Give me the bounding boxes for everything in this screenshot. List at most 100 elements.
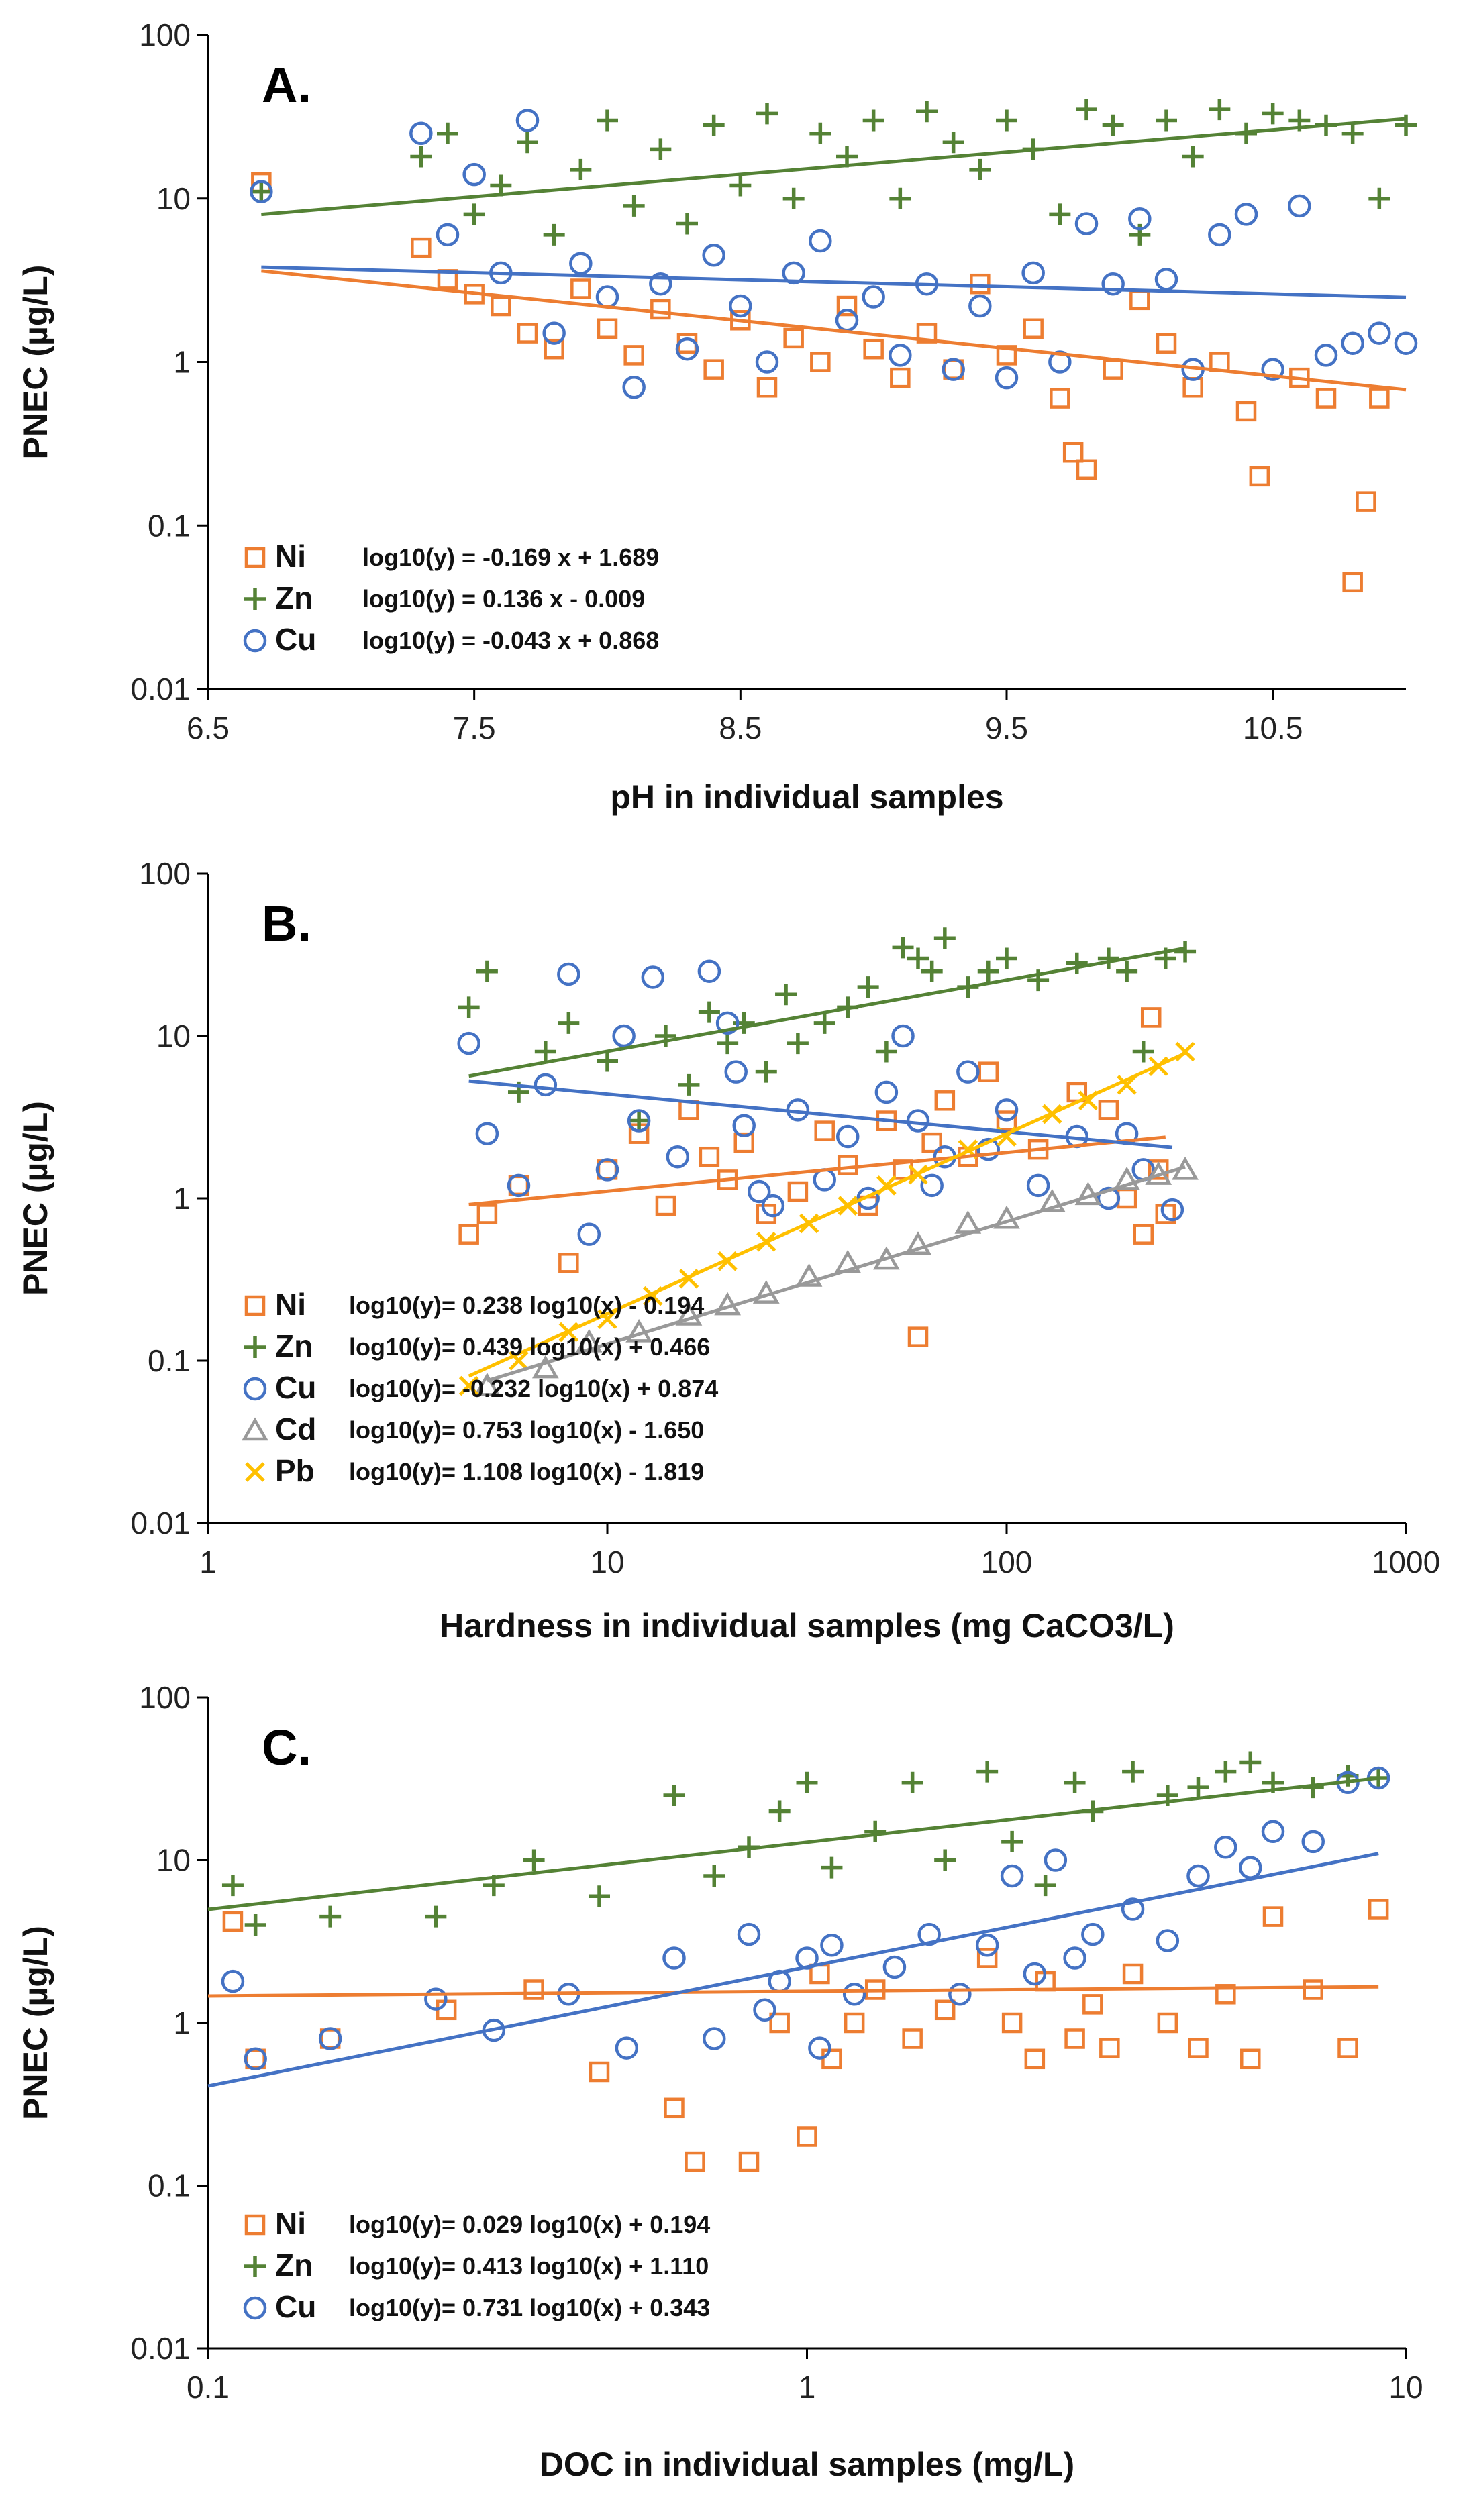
series-zn (250, 99, 1417, 246)
ni-point (1023, 318, 1044, 339)
zn-point (1215, 1761, 1237, 1783)
ni-point (996, 345, 1017, 366)
cu-point (1214, 1836, 1237, 1859)
cu-point (842, 1983, 866, 2006)
cu-point (662, 1946, 686, 1970)
zn-point (1187, 1777, 1209, 1799)
ni-point (1050, 388, 1070, 409)
ni-point (837, 1155, 858, 1175)
zn-point (996, 109, 1017, 132)
cu-point (221, 1969, 245, 1993)
cu-point (1044, 1848, 1068, 1872)
panel-2: 0.01 0.1 1 10 100 1 10 100 1000 Hardness in indiv… (17, 856, 1440, 1644)
cu-point (724, 1060, 748, 1084)
cu-point (1101, 272, 1125, 296)
zn-point (892, 937, 914, 959)
ni-point (517, 323, 538, 344)
cu-point (1074, 212, 1099, 235)
ni-point (1148, 1159, 1169, 1180)
cu-point (507, 1173, 531, 1198)
cu-point (856, 1186, 880, 1210)
cu-point (1186, 1864, 1210, 1888)
series-cu (221, 1766, 1390, 2071)
cu-point (1234, 203, 1258, 226)
cu-trendline (468, 1079, 1173, 1149)
ni-point (1368, 1899, 1389, 1920)
cu-point (697, 959, 721, 983)
ni-point (1140, 1007, 1162, 1028)
cu-point (703, 2027, 726, 2050)
zn-point (597, 1050, 618, 1072)
ni-point (1188, 2038, 1209, 2058)
pb-trendline (468, 1051, 1186, 1378)
zn-point (775, 984, 797, 1006)
cu-point (1261, 1820, 1285, 1844)
zn-point (889, 187, 911, 209)
ni-point (1262, 1906, 1284, 1927)
ni-point (1133, 1224, 1154, 1245)
legend-ni-marker (244, 547, 266, 568)
ni-point (458, 1224, 479, 1245)
cu-point (1394, 331, 1418, 355)
zn-point (678, 1073, 700, 1096)
cu-point (457, 1031, 480, 1055)
cu-point (1156, 1929, 1180, 1952)
legend-pb-equation: log10(y)= 1.108 log10(x) - 1.819 (349, 1458, 704, 1485)
x-axis-label: pH in individual samples (610, 778, 1003, 816)
zn-point (654, 1025, 676, 1047)
cu-point (808, 2036, 831, 2060)
legend-cd-equation: log10(y)= 0.753 log10(x) - 1.650 (349, 1416, 704, 1444)
ni-point (476, 1204, 498, 1224)
ni-point (1240, 2048, 1261, 2070)
panel-label: A. (262, 57, 311, 113)
ni-trendline (261, 269, 1407, 392)
legend-zn-marker (244, 588, 266, 610)
ni-point (222, 1911, 244, 1932)
series-cu (457, 959, 1184, 1246)
legend-cu-equation: log10(y) = -0.043 x + 0.868 (362, 627, 659, 654)
legend-ni-equation: log10(y) = -0.169 x + 1.689 (362, 543, 659, 571)
ni-point (934, 1999, 956, 2021)
y-tick-label: 0.1 (148, 2168, 191, 2203)
x-tick-label: 100 (981, 1544, 1033, 1579)
cd-point (675, 1302, 703, 1326)
cu-point (622, 376, 646, 399)
cu-point (1288, 194, 1311, 218)
cu-point (1261, 358, 1284, 381)
cu-point (809, 229, 832, 253)
x-tick-label: 6.5 (187, 711, 230, 745)
cu-point (715, 1011, 740, 1035)
zn-point (969, 158, 991, 180)
ni-point (676, 333, 698, 354)
ni-point (934, 1090, 956, 1111)
ni-point (890, 367, 911, 388)
zn-point (942, 132, 964, 154)
y-tick-label: 10 (156, 181, 191, 216)
ni-point (436, 1999, 457, 2021)
ni-point (787, 1181, 809, 1202)
zn-point (934, 1849, 956, 1871)
legend-zn-marker (244, 2256, 266, 2277)
x-tick-label: 10 (1388, 2370, 1423, 2405)
ni-point (1076, 459, 1097, 480)
cd-trendline (487, 1165, 1186, 1383)
zn-trendline (207, 1776, 1379, 1911)
cu-point (666, 1145, 690, 1169)
zn-point (1209, 99, 1231, 121)
y-tick-label: 10 (156, 1018, 191, 1053)
ni-point (1157, 2012, 1178, 2034)
zn-point (410, 146, 432, 168)
cu-point (942, 358, 965, 381)
zn-point (458, 996, 480, 1018)
legend-zn-name: Zn (275, 580, 313, 615)
series-ni (222, 1899, 1389, 2172)
panel-3: 0.01 0.1 1 10 100 0.1 1 10 DOC in individual sam… (17, 1680, 1423, 2483)
zn-point (756, 103, 778, 125)
ni-point (655, 1195, 676, 1216)
ni-point (976, 1948, 998, 1968)
cu-point (612, 1024, 636, 1048)
zn-point (543, 223, 565, 246)
ni-point (1303, 1979, 1323, 2000)
ni-point (970, 273, 991, 295)
ni-point (1155, 1204, 1176, 1224)
